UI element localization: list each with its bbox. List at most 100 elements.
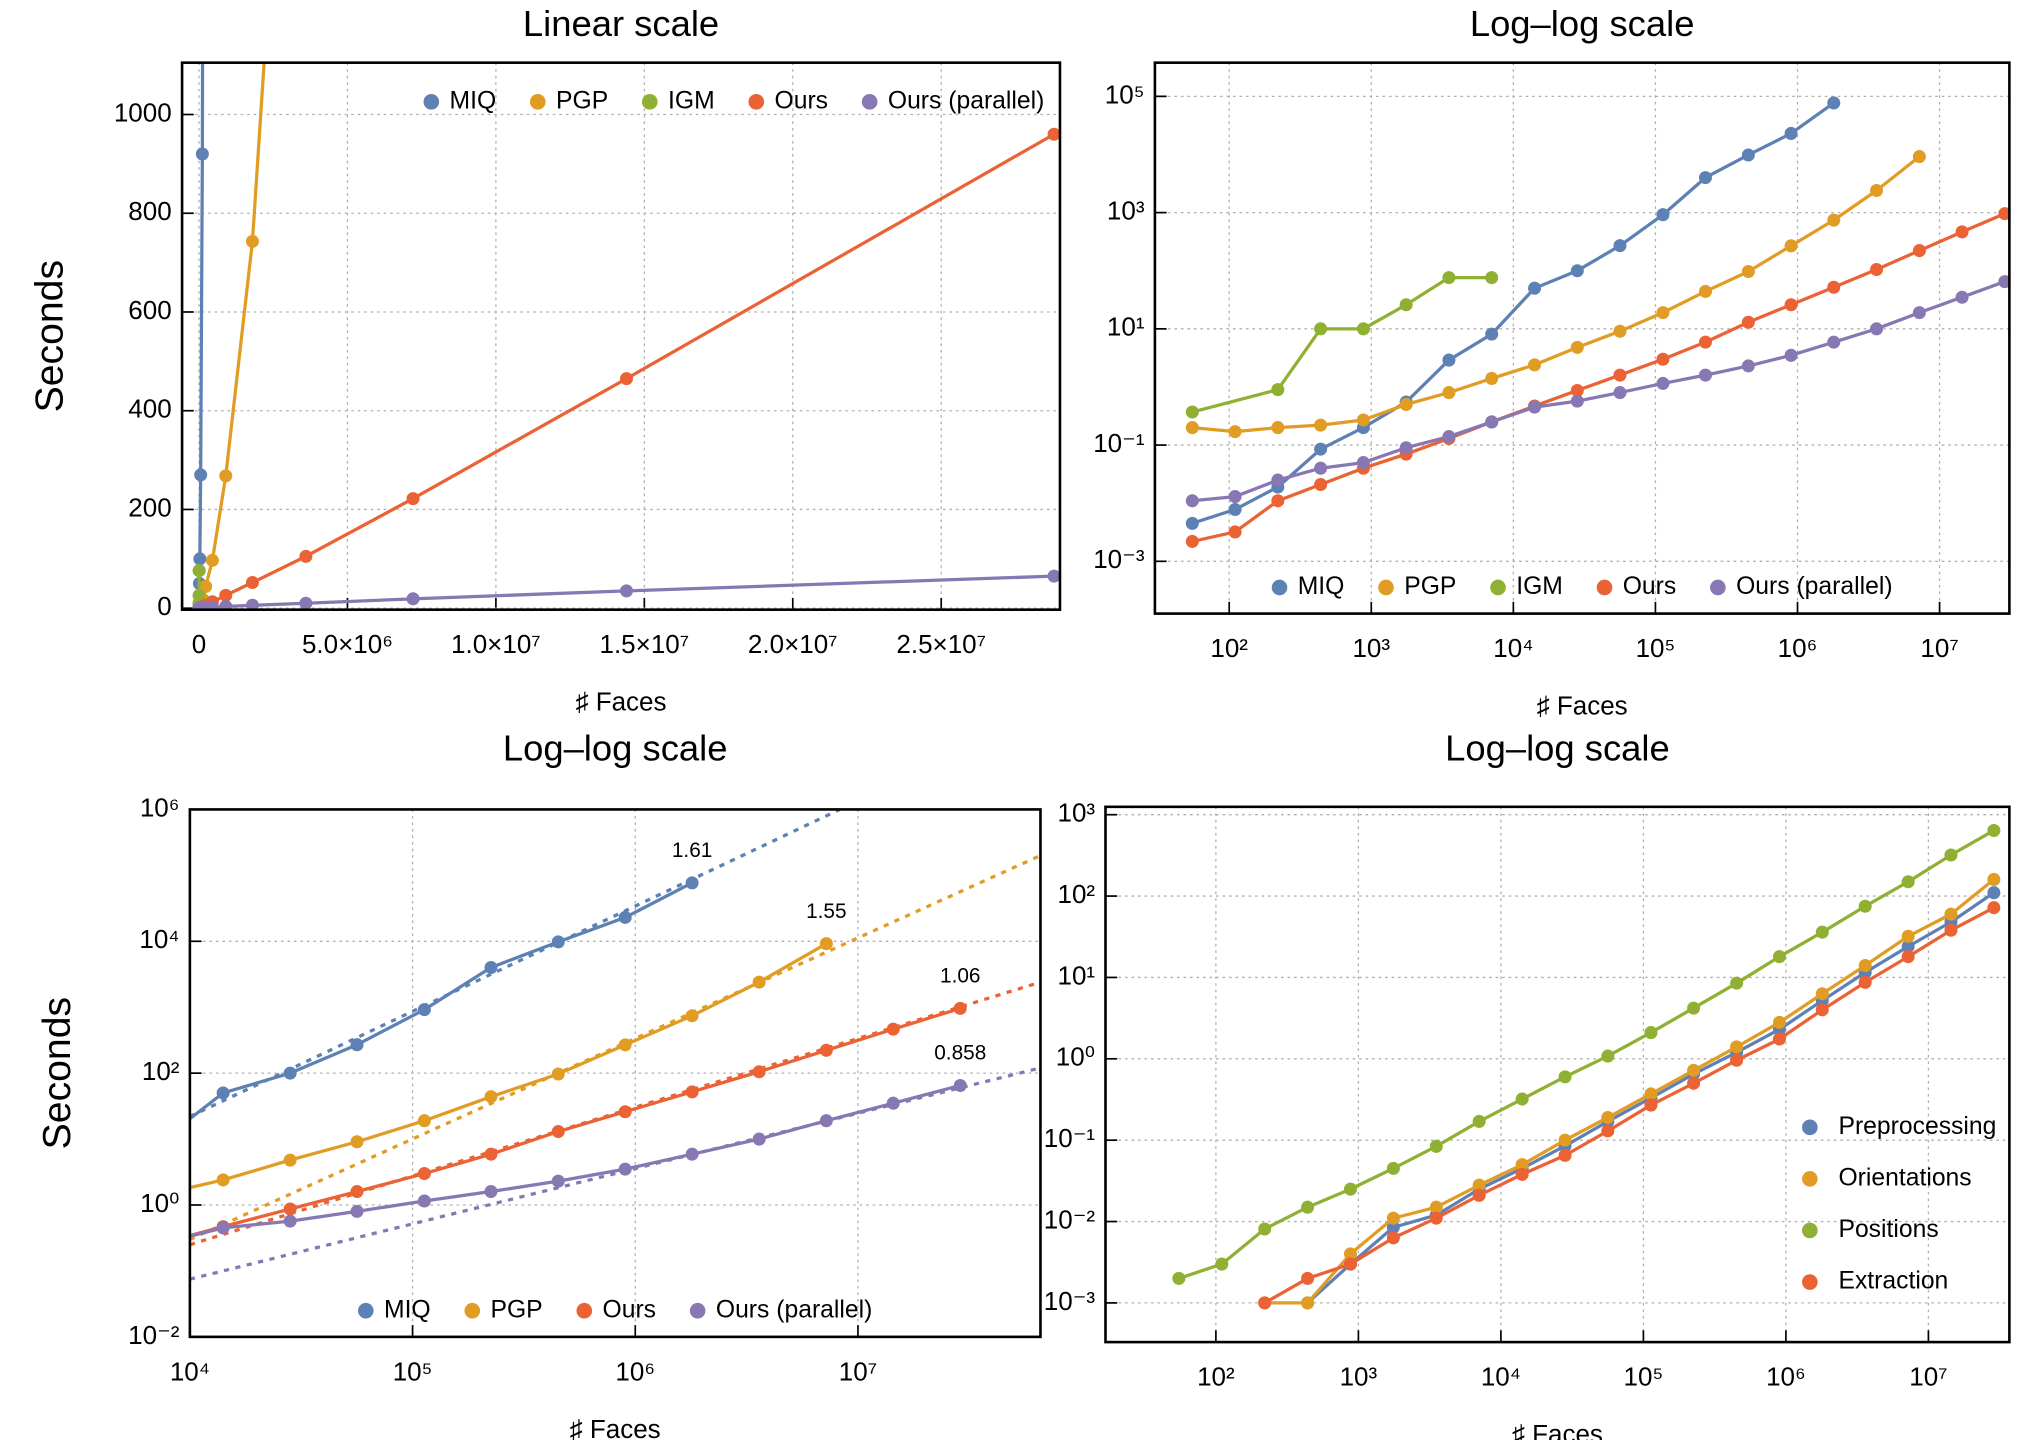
data-point bbox=[1687, 1076, 1701, 1090]
data-point bbox=[1047, 127, 1060, 141]
y-tick-label: 10⁻³ bbox=[1044, 1286, 1096, 1316]
data-point bbox=[205, 600, 219, 610]
data-point bbox=[1858, 899, 1872, 913]
data-point bbox=[1515, 1092, 1529, 1106]
legend-label: PGP bbox=[490, 1296, 542, 1323]
y-tick-label: 10⁴ bbox=[139, 924, 179, 954]
plot-frame bbox=[188, 808, 1042, 1339]
data-point bbox=[551, 1067, 565, 1081]
legend-marker bbox=[1710, 579, 1726, 596]
data-point bbox=[149, 1238, 162, 1251]
data-point bbox=[1442, 430, 1456, 444]
legend-marker bbox=[1802, 1222, 1818, 1239]
plot-area bbox=[192, 62, 1060, 610]
x-tick-label: 10³ bbox=[1340, 1361, 1378, 1391]
legend-marker bbox=[1802, 1171, 1818, 1187]
data-point bbox=[1656, 306, 1670, 320]
data-point bbox=[819, 937, 833, 951]
legend-marker bbox=[1378, 579, 1394, 596]
data-point bbox=[1228, 490, 1242, 504]
legend: MIQ PGP IGM Ours Ours (parallel) bbox=[1271, 573, 1893, 600]
data-point bbox=[1429, 1211, 1443, 1225]
x-tick-label: 5.0×10⁶ bbox=[302, 629, 393, 659]
data-point bbox=[1772, 950, 1786, 964]
legend-label: MIQ bbox=[384, 1296, 431, 1323]
legend-marker bbox=[1490, 579, 1506, 596]
data-point bbox=[1601, 1124, 1615, 1138]
data-point bbox=[1228, 425, 1242, 439]
data-point bbox=[1258, 1296, 1272, 1310]
series-line bbox=[1192, 280, 2006, 503]
data-point bbox=[1644, 1026, 1658, 1040]
data-point bbox=[484, 1147, 498, 1161]
series-line bbox=[1191, 212, 2006, 544]
slope-annotation: 1.61 bbox=[672, 839, 712, 862]
data-point bbox=[1528, 400, 1542, 414]
data-point bbox=[1987, 886, 2001, 900]
data-point bbox=[752, 1132, 766, 1146]
y-tick-label: 10⁰ bbox=[140, 1188, 179, 1218]
y-tick-label: 200 bbox=[128, 492, 171, 522]
data-point bbox=[1698, 284, 1712, 298]
x-tick-label: 10³ bbox=[1352, 633, 1390, 663]
y-tick-label: 10³ bbox=[1107, 195, 1145, 225]
series-line bbox=[1178, 829, 1995, 1280]
slope-annotation: 1.06 bbox=[940, 965, 980, 988]
y-tick-label: 10⁵ bbox=[1105, 79, 1145, 109]
data-point bbox=[1485, 371, 1499, 385]
legend-label: PGP bbox=[1404, 573, 1456, 600]
plot-frame bbox=[1104, 805, 2011, 1344]
y-tick-label: 10⁰ bbox=[1056, 1042, 1095, 1072]
data-point bbox=[618, 910, 632, 924]
chart-title: Linear scale bbox=[523, 3, 719, 44]
x-tick-label: 1.5×10⁷ bbox=[600, 629, 690, 659]
data-point bbox=[1944, 848, 1958, 862]
data-point bbox=[1870, 262, 1884, 277]
data-point bbox=[1998, 207, 2010, 221]
data-point bbox=[417, 1114, 431, 1128]
x-tick-label: 10² bbox=[1210, 633, 1248, 663]
data-point bbox=[1944, 907, 1958, 921]
data-point bbox=[1858, 975, 1872, 989]
y-tick-label: 10⁻¹ bbox=[1044, 1123, 1096, 1153]
data-point bbox=[1601, 1110, 1615, 1125]
data-point bbox=[685, 1085, 699, 1099]
data-point bbox=[216, 1221, 230, 1235]
data-point bbox=[1570, 340, 1584, 354]
data-point bbox=[1228, 502, 1242, 516]
data-point bbox=[620, 584, 634, 598]
data-point bbox=[1185, 516, 1199, 530]
data-point bbox=[1730, 976, 1744, 990]
data-point bbox=[1613, 239, 1627, 253]
x-tick-label: 10⁵ bbox=[1636, 633, 1676, 663]
legend-marker bbox=[423, 93, 440, 110]
data-point bbox=[1741, 315, 1755, 329]
data-point bbox=[1356, 456, 1370, 470]
data-point bbox=[1901, 939, 1915, 954]
series-line bbox=[1192, 155, 1921, 434]
data-point bbox=[1784, 239, 1798, 253]
data-point bbox=[245, 576, 259, 590]
series-line bbox=[1264, 878, 1995, 1305]
data-point bbox=[551, 1174, 565, 1188]
data-point bbox=[1912, 306, 1926, 320]
slope-annotation: 0.858 bbox=[934, 1042, 986, 1065]
data-point bbox=[1442, 271, 1456, 285]
x-tick-label: 1.0×10⁷ bbox=[451, 629, 541, 659]
data-point bbox=[1698, 368, 1712, 382]
data-point bbox=[1314, 461, 1328, 475]
data-point bbox=[1987, 823, 2001, 838]
data-point bbox=[417, 1194, 431, 1208]
legend-label: Ours bbox=[1623, 573, 1677, 600]
plot-area bbox=[1172, 823, 2001, 1310]
series-line bbox=[197, 132, 1055, 610]
chart: Log–log scale ♯ Faces Seconds 10⁴ 10⁵ 10⁶ 10⁷ 1… bbox=[36, 727, 1042, 1440]
data-point bbox=[1772, 1015, 1786, 1029]
data-point bbox=[417, 1003, 431, 1017]
legend-marker bbox=[357, 1302, 374, 1319]
data-point bbox=[1784, 126, 1798, 140]
data-point bbox=[1314, 418, 1328, 432]
data-point bbox=[1815, 987, 1829, 1001]
data-point bbox=[1601, 1049, 1615, 1063]
data-point bbox=[1399, 298, 1413, 312]
